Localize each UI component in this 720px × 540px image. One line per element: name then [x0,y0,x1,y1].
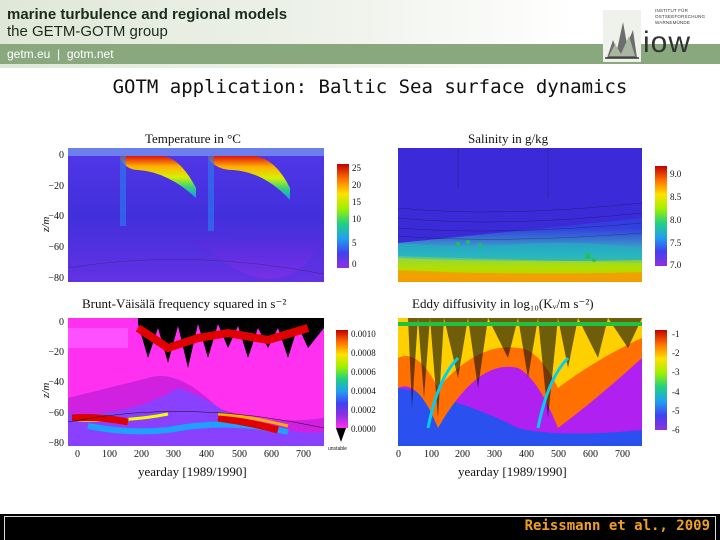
institute-name: INSTITUT FÜR OSTSEEFORSCHUNG WARNEMÜNDE [655,8,706,25]
y-axis-label: z/m [40,216,52,232]
xtick: 0 [396,449,401,460]
ytick: −80 [48,438,64,449]
brunt-cbar-tick: 0.0008 [351,348,376,358]
brunt-cbar-tick: 0.0004 [351,386,376,396]
ytick: −20 [48,181,64,192]
ytick: −80 [48,273,64,284]
header-links: getm.eu | gotm.net [7,47,114,61]
ytick: 0 [59,150,64,161]
ytick: −40 [48,377,64,388]
temperature-cbar-tick: 15 [352,197,361,207]
xtick: 200 [455,449,470,460]
group-subtitle: the GETM-GOTM group [7,23,168,40]
temperature-title: Temperature in °C [145,131,241,146]
footer-frame [4,516,716,540]
link-getm[interactable]: getm.eu [7,47,51,61]
xtick: 400 [519,449,534,460]
brunt-cbar-tick: 0.0000 [351,424,376,434]
salinity-title: Salinity in g/kg [468,131,549,146]
xtick: 500 [232,449,247,460]
salinity-colorbar [655,166,667,266]
unstable-label: unstable [328,446,347,452]
eddy-plot [398,318,642,446]
xtick: 700 [615,449,630,460]
temperature-cbar-tick: 0 [352,259,357,269]
eddy-cbar-tick: -2 [672,348,680,358]
xtick: 300 [487,449,502,460]
temperature-cbar-tick: 10 [352,214,361,224]
x-axis-label: yearday [1989/1990] [138,464,247,479]
iow-logo-icon [603,10,641,62]
brunt-colorbar [336,330,348,428]
eddy-cbar-tick: -1 [672,329,680,339]
xtick: 500 [551,449,566,460]
ytick: −40 [48,211,64,222]
eddy-cbar-tick: -4 [672,387,680,397]
ytick: −60 [48,242,64,253]
header-strip [0,44,720,64]
temperature-cbar-tick: 20 [352,180,361,190]
citation: Reissmann et al., 2009 [524,518,710,534]
xtick: 400 [199,449,214,460]
xtick: 0 [75,449,80,460]
brunt-cbar-tick: 0.0002 [351,405,376,415]
iow-logo-text: iow [643,26,692,59]
salinity-cbar-tick: 7.0 [670,260,682,270]
link-separator: | [57,47,61,61]
temperature-cbar-tick: 5 [352,238,357,248]
eddy-cbar-tick: -5 [672,406,680,416]
salinity-cbar-tick: 9.0 [670,169,682,179]
xtick: 300 [166,449,181,460]
xtick: 600 [583,449,598,460]
ytick: −60 [48,408,64,419]
xtick: 100 [102,449,117,460]
brunt-cbar-tick: 0.0006 [351,367,376,377]
temperature-plot [68,148,324,282]
y-axis-label: z/m [40,382,52,398]
ytick: −20 [48,347,64,358]
footer-bar [0,514,720,540]
x-axis-label: yearday [1989/1990] [458,464,567,479]
group-title: marine turbulence and regional models [7,6,288,23]
temperature-cbar-tick: 25 [352,163,361,173]
brunt-cbar-tick: 0.0010 [351,329,376,339]
temperature-colorbar [337,164,349,268]
xtick: 100 [424,449,439,460]
eddy-colorbar [655,330,667,430]
unstable-triangle-icon [336,428,346,442]
brunt-plot [68,318,324,446]
link-gotm[interactable]: gotm.net [66,47,114,61]
salinity-plot [398,148,642,282]
xtick: 700 [296,449,311,460]
eddy-cbar-tick: -3 [672,367,680,377]
eddy-cbar-tick: -6 [672,425,680,435]
ytick: 0 [59,317,64,328]
xtick: 600 [264,449,279,460]
salinity-cbar-tick: 7.5 [670,238,682,248]
salinity-cbar-tick: 8.0 [670,215,682,225]
xtick: 200 [134,449,149,460]
eddy-title: Eddy diffusivity in log₁₀(Kᵥ/m s⁻²) [412,296,594,311]
salinity-cbar-tick: 8.5 [670,192,682,202]
slide-title: GOTM application: Baltic Sea surface dyn… [112,76,628,98]
brunt-title: Brunt-Väisälä frequency squared in s⁻² [82,296,287,311]
